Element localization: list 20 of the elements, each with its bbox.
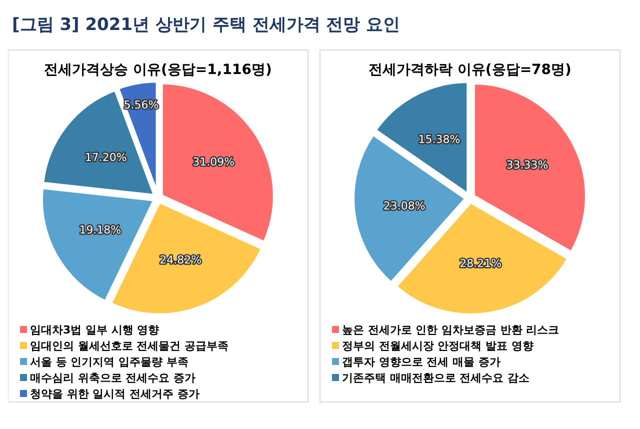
data-label: 31.09% (192, 156, 235, 169)
chart-title: 전세가격상승 이유(응답=1,116명) (44, 62, 272, 78)
legend-label: 서울 등 인기지역 입주물량 부족 (30, 356, 188, 368)
text: [그림 3] 2021년 상반기 주택 전세가격 전망 요인 (12, 15, 400, 35)
data-label: 28.21% (460, 256, 502, 270)
legend-label: 정부의 전월세시장 안정대책 발표 영향 (342, 340, 534, 352)
data-label: 19.18% (79, 224, 122, 237)
legend-label: 청약을 위한 일시적 전세거주 증가 (30, 388, 200, 400)
data-label: 24.82% (160, 254, 202, 267)
data-label: 23.08% (383, 199, 426, 212)
chart-title: 전세가격하락 이유(응답=78명) (368, 62, 572, 78)
data-label: 17.20% (84, 150, 127, 164)
legend-label: 임대인의 월세선호로 전세물건 공급부족 (30, 340, 228, 352)
data-label: 15.38% (418, 132, 460, 146)
data-label: 33.33% (506, 158, 548, 172)
legend-label: 높은 전세가로 인한 임차보증금 반환 리스크 (342, 324, 560, 336)
legend-label: 기존주택 매매전환으로 전세수요 감소 (342, 372, 530, 384)
legend-label: 매수심리 위축으로 전세수요 증가 (30, 372, 196, 384)
legend-label: 갭투자 영향으로 전세 매물 증가 (342, 356, 500, 368)
legend-label: 임대차3법 일부 시행 영향 (30, 324, 160, 336)
